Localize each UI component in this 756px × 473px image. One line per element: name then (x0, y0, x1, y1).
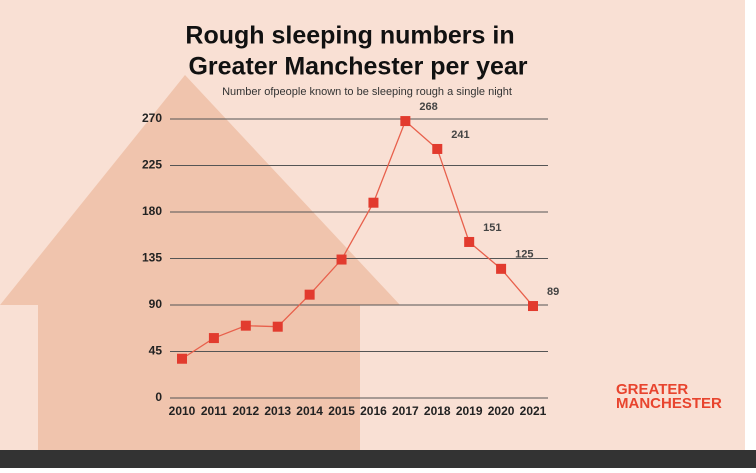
chart-title: Rough sleeping numbers in (185, 22, 514, 50)
x-tick-label: 2019 (456, 404, 483, 418)
data-marker (240, 320, 251, 331)
y-tick-label: 180 (142, 204, 162, 218)
data-label: 268 (419, 101, 437, 113)
house-body (38, 305, 360, 450)
data-marker (272, 321, 283, 332)
data-marker (304, 289, 315, 300)
x-tick-label: 2013 (264, 404, 291, 418)
x-tick-label: 2012 (232, 404, 259, 418)
x-tick-label: 2015 (328, 404, 355, 418)
data-marker (400, 116, 411, 127)
x-tick-label: 2021 (520, 404, 547, 418)
bottom-bar (0, 450, 756, 468)
data-marker (432, 143, 443, 154)
data-marker (496, 263, 507, 274)
x-tick-label: 2018 (424, 404, 451, 418)
x-tick-label: 2016 (360, 404, 387, 418)
y-tick-label: 225 (142, 158, 162, 172)
data-label: 151 (483, 222, 501, 234)
data-marker (368, 197, 379, 208)
y-tick-label: 270 (142, 111, 162, 125)
data-marker (336, 254, 347, 265)
data-label: 89 (547, 286, 559, 298)
y-tick-label: 45 (149, 344, 163, 358)
data-label: 125 (515, 249, 533, 261)
y-tick-label: 90 (149, 297, 163, 311)
logo: GREATER (616, 381, 688, 398)
x-tick-label: 2017 (392, 404, 419, 418)
data-marker (177, 353, 187, 364)
data-label: 241 (451, 129, 469, 141)
house-roof (0, 75, 400, 305)
x-tick-label: 2010 (169, 404, 196, 418)
y-tick-label: 135 (142, 251, 162, 265)
x-tick-label: 2011 (201, 404, 227, 418)
data-marker (208, 333, 219, 344)
data-marker (464, 236, 475, 247)
chart-subtitle: Number ofpeople known to be sleeping rou… (222, 86, 512, 98)
data-marker (528, 301, 538, 312)
x-tick-label: 2020 (488, 404, 515, 418)
y-tick-label: 0 (155, 390, 162, 404)
chart-title: Greater Manchester per year (188, 53, 527, 81)
data-line (181, 119, 534, 360)
x-tick-label: 2014 (296, 404, 323, 418)
logo: MANCHESTER (616, 395, 722, 412)
